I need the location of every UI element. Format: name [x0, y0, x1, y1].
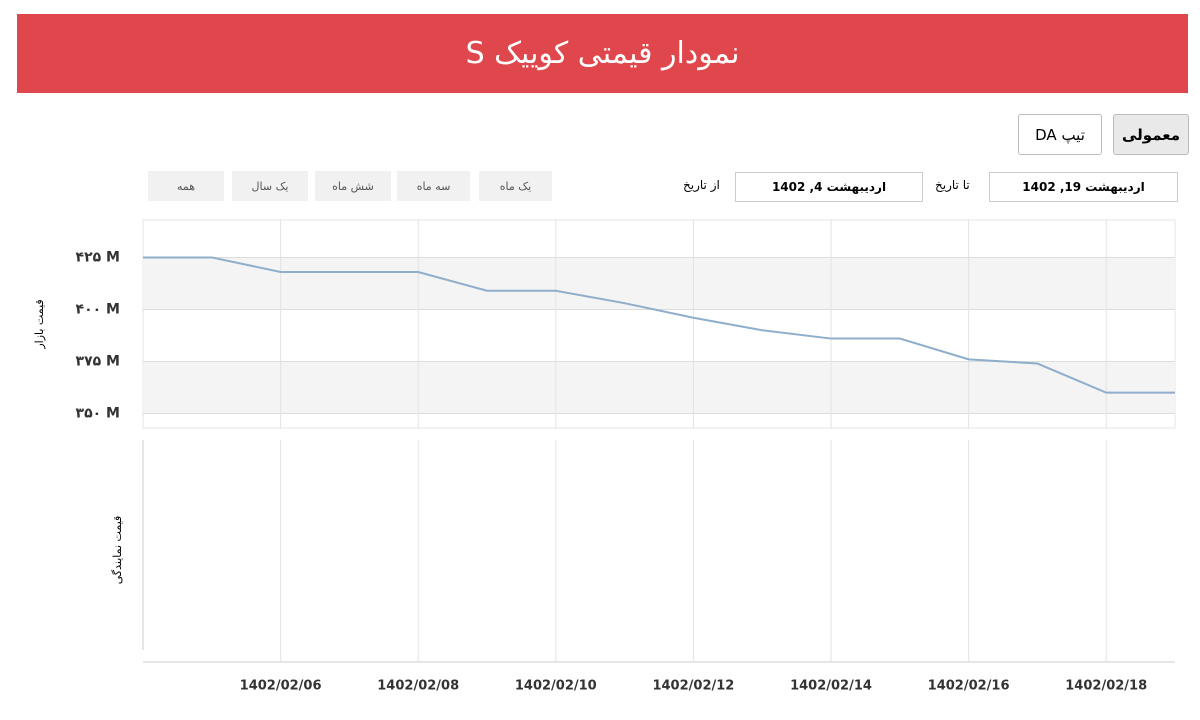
to-input[interactable]: اردیبهشت 19, 1402 — [989, 172, 1178, 202]
range-button[interactable]: یک ماه — [479, 171, 552, 201]
range-button[interactable]: سه ماه — [397, 171, 470, 201]
x-tick-label: 1402/02/06 — [240, 679, 322, 694]
x-tick-label: 1402/02/14 — [790, 679, 872, 694]
plot-band — [143, 361, 1175, 414]
y-tick-label: ۴۲۵ M — [76, 249, 120, 265]
header-title: نمودار قیمتی کوییک S — [17, 14, 1188, 93]
y-tick-label: ۳۵۰ M — [76, 405, 120, 421]
x-tick-label: 1402/02/18 — [1065, 679, 1147, 694]
from-label: از تاریخ — [683, 178, 720, 192]
range-button[interactable]: شش ماه — [315, 171, 391, 201]
x-tick-label: 1402/02/16 — [928, 679, 1010, 694]
y-tick-label: ۳۷۵ M — [76, 353, 120, 369]
x-tick-label: 1402/02/10 — [515, 679, 597, 694]
y-axis-label: قیمت بازار — [33, 299, 46, 349]
from-input[interactable]: اردیبهشت 4, 1402 — [735, 172, 923, 202]
y-tick-label: ۴۰۰ M — [76, 301, 120, 317]
to-label: تا تاریخ — [935, 178, 970, 192]
x-tick-label: 1402/02/08 — [377, 679, 459, 694]
tab[interactable]: معمولی — [1113, 114, 1189, 155]
line — [143, 256, 1175, 394]
y-axis-label: قیمت نمایندگی — [111, 516, 124, 585]
range-button[interactable]: یک سال — [232, 171, 308, 201]
tab[interactable]: تیپ DA — [1018, 114, 1102, 155]
x-tick-label: 1402/02/12 — [652, 679, 734, 694]
range-button[interactable]: همه — [148, 171, 224, 201]
plot-band — [143, 257, 1175, 310]
